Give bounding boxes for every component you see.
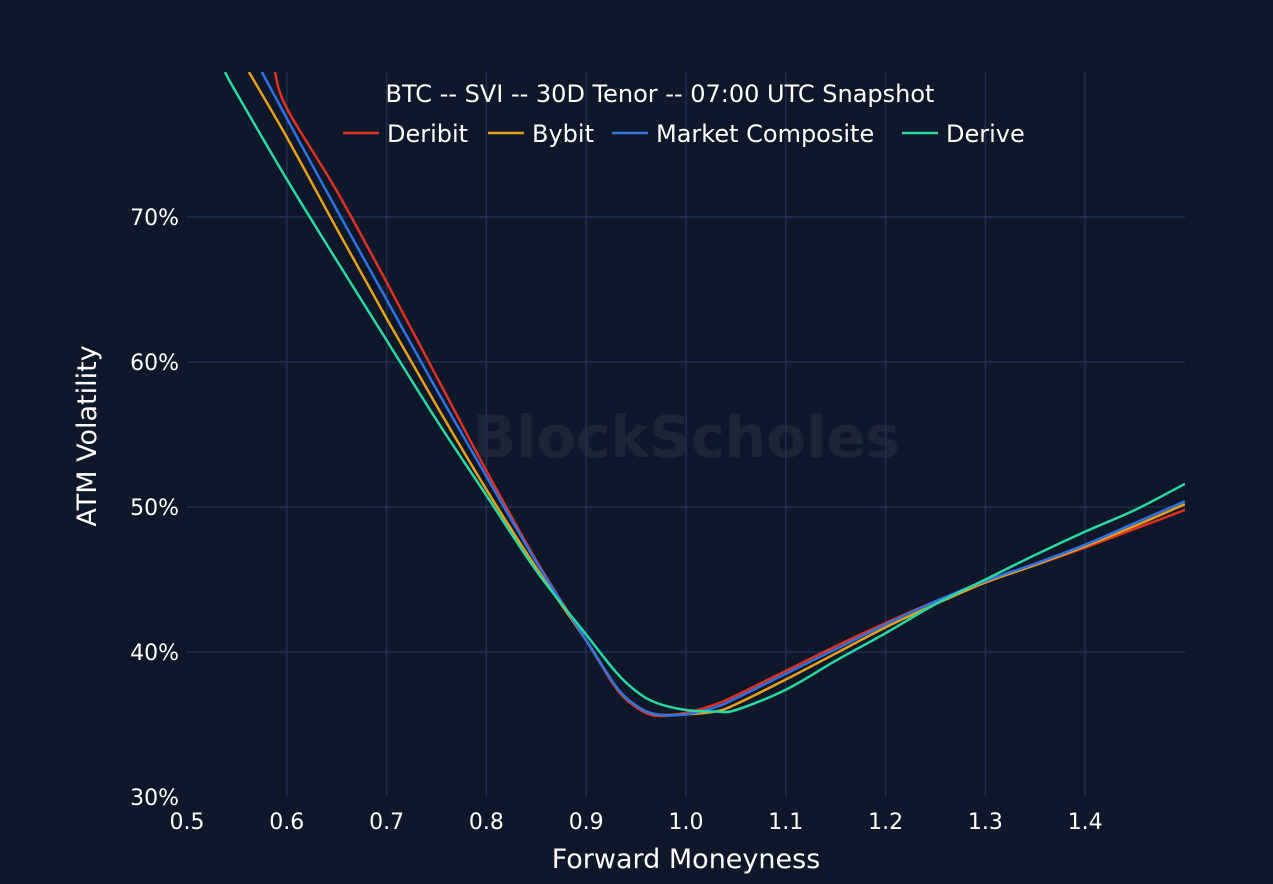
x-tick-label: 1.3: [968, 810, 1003, 835]
legend-label: Bybit: [532, 120, 594, 148]
x-axis-title: Forward Moneyness: [552, 844, 821, 875]
x-tick-label: 1.4: [1068, 810, 1103, 835]
x-tick-label: 1.0: [669, 810, 704, 835]
series-line-deribit: [273, 72, 1185, 718]
legend-label: Deribit: [387, 120, 468, 148]
x-tick-label: 0.8: [469, 810, 504, 835]
axes: 0.5 0.6 0.7 0.8 0.9 1.0 1.1 1.2 1.3 1.4 30% 40% 50% 6…: [130, 206, 1103, 835]
legend-label: Market Composite: [656, 120, 874, 148]
x-tick-label: 0.9: [569, 810, 604, 835]
x-tick-label: 0.7: [369, 810, 404, 835]
x-tick-label: 0.6: [269, 810, 304, 835]
y-tick-label: 70%: [130, 206, 179, 231]
series-lines: [223, 72, 1185, 718]
legend-label: Derive: [946, 120, 1025, 148]
x-tick-label: 1.1: [768, 810, 803, 835]
y-axis-title: ATM Volatility: [72, 345, 103, 526]
y-tick-label: 30%: [130, 786, 179, 811]
y-tick-label: 40%: [130, 641, 179, 666]
x-tick-label: 1.2: [868, 810, 903, 835]
x-tick-label: 0.5: [170, 810, 205, 835]
series-line-derive: [223, 72, 1185, 714]
series-line-bybit: [247, 72, 1185, 717]
legend: Deribit Bybit Market Composite Derive: [343, 120, 1025, 148]
chart-title: BTC -- SVI -- 30D Tenor -- 07:00 UTC Sna…: [386, 80, 935, 108]
y-tick-label: 60%: [130, 351, 179, 376]
y-tick-label: 50%: [130, 496, 179, 521]
series-line-market-composite: [260, 72, 1185, 717]
grid: [187, 72, 1185, 797]
